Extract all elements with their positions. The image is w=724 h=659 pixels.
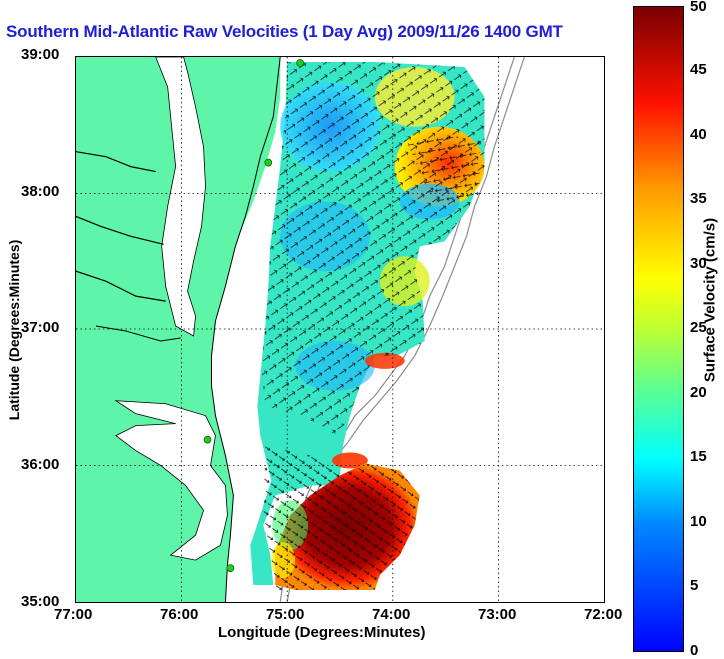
y-axis-label: Latitude (Degrees:Minutes) [6, 239, 22, 421]
colorbar-tick-label: 20 [690, 384, 707, 401]
y-tick-label: 36:00 [21, 456, 60, 473]
station-marker [296, 59, 305, 67]
river [95, 325, 181, 342]
coastline [210, 57, 281, 602]
station-marker [264, 158, 273, 167]
gridlines [76, 57, 604, 602]
river [76, 270, 166, 302]
colorbar-tick-label: 5 [690, 577, 699, 594]
colorbar-tick-label: 50 [690, 0, 707, 15]
colorbar-tick-label: 25 [690, 319, 707, 336]
river [76, 215, 164, 245]
x-axis-label: Longitude (Degrees:Minutes) [218, 624, 426, 641]
y-tick-label: 38:00 [21, 183, 60, 200]
colorbar-tick-label: 10 [690, 513, 707, 530]
colorbar-label: Surface Velocity (cm/s) [701, 217, 719, 383]
x-tick-label: 73:00 [478, 606, 517, 623]
colorbar [633, 6, 684, 652]
x-tick-label: 75:00 [266, 606, 305, 623]
colorbar-tick-label: 45 [690, 61, 707, 78]
x-tick-label: 74:00 [372, 606, 411, 623]
sound-water [114, 400, 228, 561]
y-tick-label: 37:00 [21, 319, 60, 336]
colorbar-tick-label: 30 [690, 255, 707, 272]
colorbar-tick-label: 35 [690, 190, 707, 207]
x-tick-label: 76:00 [160, 606, 199, 623]
colorbar-tick-label: 15 [690, 448, 707, 465]
x-tick-label: 72:00 [584, 606, 623, 623]
velocity-map [75, 56, 605, 603]
y-tick-label: 35:00 [21, 593, 60, 610]
station-marker [226, 564, 235, 572]
chesapeake-bay [155, 57, 206, 337]
radar-station-markers [203, 59, 305, 572]
y-tick-label: 39:00 [21, 46, 60, 63]
station-marker [203, 435, 212, 444]
colorbar-tick-label: 40 [690, 126, 707, 143]
velocity-vectors [261, 62, 485, 591]
river [76, 151, 156, 173]
colorbar-tick-label: 0 [690, 642, 699, 659]
map-title: Southern Mid-Atlantic Raw Velocities (1 … [6, 22, 563, 41]
land-region [195, 57, 281, 307]
x-tick-label: 77:00 [54, 606, 93, 623]
